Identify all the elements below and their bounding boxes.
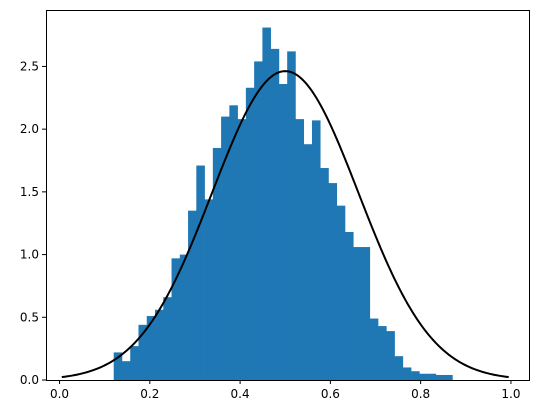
- histogram-bar: [411, 371, 420, 380]
- histogram-bar: [394, 356, 404, 380]
- histogram-bar: [188, 210, 197, 380]
- histogram-bar: [278, 84, 288, 380]
- histogram-bar: [204, 199, 214, 380]
- x-tick-label: 0.2: [140, 387, 159, 401]
- histogram-bar: [427, 373, 437, 380]
- histogram-bar: [237, 119, 247, 380]
- axes-frame: [46, 10, 530, 381]
- histogram-bar: [113, 352, 123, 380]
- histogram-bar: [303, 144, 313, 380]
- histogram-bar: [402, 367, 412, 380]
- histogram-bar: [130, 346, 139, 380]
- histogram-bars: [113, 27, 453, 381]
- histogram-bar: [138, 324, 148, 380]
- histogram-bar: [369, 318, 379, 380]
- histogram-bar: [353, 247, 362, 380]
- histogram-bar: [386, 331, 395, 380]
- histogram-bar: [171, 258, 181, 380]
- y-tick-label: 1.5: [20, 185, 39, 199]
- y-axis-ticks: 0.0 0.5 1.0 1.5 2.0 2.5: [20, 59, 46, 387]
- histogram-bar: [212, 147, 222, 380]
- histogram-bar: [320, 168, 329, 380]
- y-tick-label: 0.0: [20, 373, 39, 387]
- histogram-bar: [419, 373, 428, 380]
- normal-pdf-curve: [61, 70, 509, 379]
- histogram-bar: [361, 247, 371, 380]
- x-tick-label: 0.0: [50, 387, 69, 401]
- histogram-bar: [262, 27, 271, 380]
- y-tick-label: 2.0: [20, 122, 39, 136]
- histogram-bar: [311, 120, 321, 381]
- y-tick-label: 0.5: [20, 310, 39, 324]
- histogram-bar: [270, 48, 280, 381]
- histogram-bar: [146, 316, 156, 380]
- histogram-bar: [336, 205, 346, 380]
- histogram-bar: [163, 297, 172, 380]
- histogram-bar: [229, 105, 238, 381]
- histogram-bar: [245, 87, 255, 381]
- y-tick-label: 1.0: [20, 248, 39, 262]
- x-axis-ticks: 0.0 0.2 0.4 0.6 0.8 1.0: [50, 380, 520, 401]
- histogram-bar: [295, 119, 305, 380]
- x-tick-label: 0.8: [411, 387, 430, 401]
- histogram-bar: [179, 254, 189, 380]
- histogram-bar: [328, 183, 338, 380]
- x-tick-label: 0.4: [231, 387, 250, 401]
- x-tick-label: 1.0: [501, 387, 520, 401]
- pdf-curve-layer: [61, 70, 509, 379]
- histogram-bar: [155, 309, 164, 380]
- x-tick-label: 0.6: [321, 387, 340, 401]
- histogram-bar: [121, 361, 131, 380]
- histogram-bar: [287, 51, 296, 380]
- y-tick-label: 2.5: [20, 59, 39, 73]
- histogram-bar: [221, 116, 230, 380]
- histogram-bar: [378, 326, 387, 380]
- histogram-bar: [196, 165, 205, 380]
- histogram-bar: [435, 374, 445, 380]
- histogram-bar: [444, 374, 453, 380]
- histogram-bar: [254, 61, 263, 380]
- histogram-bar: [345, 232, 354, 380]
